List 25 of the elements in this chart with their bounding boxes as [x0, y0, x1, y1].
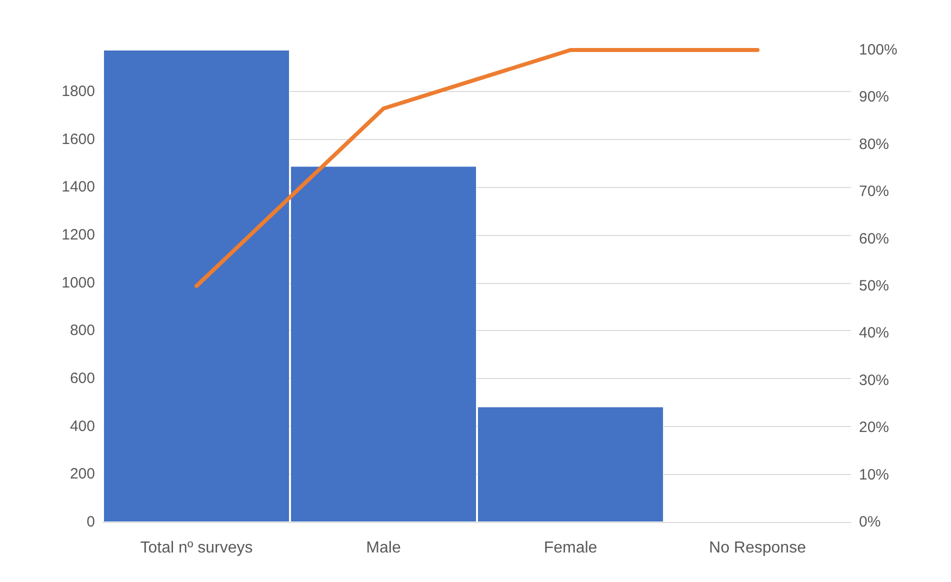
y2-tick-label: 20% [859, 419, 890, 436]
y2-tick-label: 40% [859, 324, 890, 342]
y2-tick-label: 70% [859, 183, 890, 200]
y2-tick-label: 90% [859, 88, 890, 106]
y2-tick-label: 100% [859, 42, 898, 58]
x-tick-label: Total nº surveys [140, 540, 253, 556]
y2-tick-label: 60% [859, 230, 890, 248]
y-tick-label: 1600 [62, 130, 95, 148]
y-tick-label: 1000 [62, 274, 95, 292]
y2-tick-label: 80% [859, 136, 890, 153]
x-tick-label: Male [366, 540, 401, 556]
y-tick-label: 400 [70, 418, 95, 435]
y-tick-label: 1200 [62, 226, 95, 244]
y-tick-label: 600 [70, 370, 95, 388]
y-tick-label: 0 [86, 514, 95, 530]
y2-tick-label: 0% [859, 514, 881, 530]
x-tick-label: Female [544, 540, 598, 556]
x-tick-label: No Response [709, 540, 806, 556]
y2-tick-label: 10% [859, 466, 890, 484]
y-tick-label: 800 [70, 322, 95, 340]
y2-tick-label: 30% [859, 372, 890, 389]
y-tick-label: 1800 [62, 83, 95, 100]
y-tick-label: 1400 [62, 178, 95, 196]
y-tick-label: 200 [70, 466, 95, 483]
y2-tick-label: 50% [859, 278, 890, 294]
